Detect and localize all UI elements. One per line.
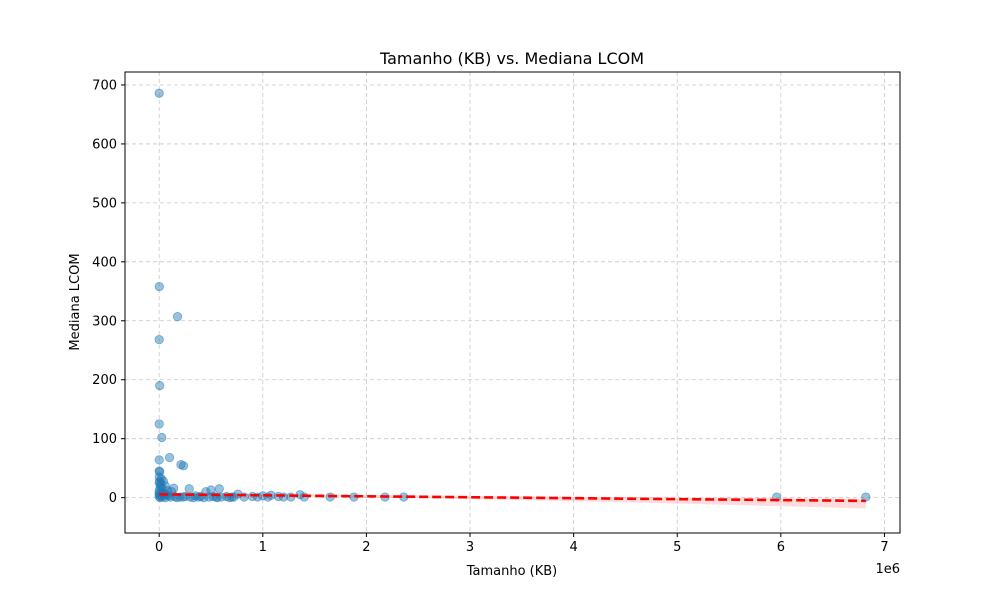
data-point (178, 461, 189, 471)
y-tick-label: 300 (92, 314, 117, 329)
data-point (176, 460, 186, 470)
regression-line (159, 493, 866, 503)
x-tick-label: 3 (466, 540, 474, 555)
x-tick-label: 0 (155, 540, 163, 555)
grid (125, 72, 900, 533)
data-point (184, 484, 194, 494)
data-point (155, 381, 165, 391)
x-tick-label: 2 (362, 540, 370, 555)
data-point (164, 452, 175, 463)
chart-title: Tamanho (KB) vs. Mediana LCOM (379, 49, 644, 68)
y-axis-label: Mediana LCOM (68, 253, 83, 350)
x-axis-label: Tamanho (KB) (466, 564, 558, 579)
data-point (154, 281, 164, 292)
x-tick-label: 5 (673, 540, 681, 555)
data-point (154, 455, 164, 465)
data-point (286, 492, 296, 502)
data-point (155, 476, 165, 486)
x-tick-label: 1 (259, 540, 267, 555)
data-point (214, 484, 224, 494)
plot-background (125, 72, 900, 533)
regression-group (159, 493, 866, 503)
x-tick-label: 6 (777, 540, 785, 555)
data-point (172, 312, 183, 322)
y-tick-label: 100 (92, 432, 117, 447)
y-tick-label: 700 (92, 78, 117, 93)
y-tick-label: 500 (92, 196, 117, 211)
x-tick-label: 7 (880, 540, 888, 555)
data-point (861, 492, 871, 502)
y-tick-label: 0 (109, 491, 117, 506)
y-axis: 0 100 200 300 400 500 600 700 (92, 78, 125, 506)
data-point (154, 419, 164, 429)
x-axis: 0 1 2 3 4 5 6 7 (155, 533, 889, 555)
y-tick-label: 400 (92, 255, 117, 270)
x-axis-offset-label: 1e6 (875, 562, 900, 577)
data-point (157, 432, 167, 443)
data-point (154, 335, 164, 345)
data-point (154, 88, 164, 98)
x-tick-label: 4 (569, 540, 577, 555)
y-tick-label: 600 (92, 137, 117, 152)
y-tick-label: 200 (92, 373, 117, 388)
plot-frame (124, 71, 901, 534)
